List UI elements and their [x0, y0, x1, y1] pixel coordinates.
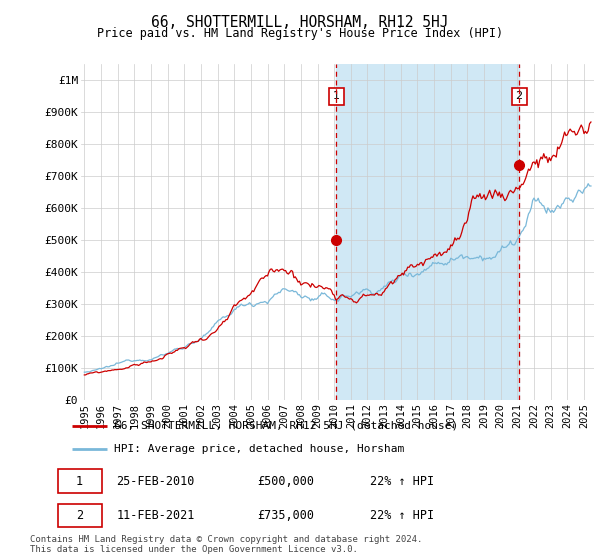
- Text: HPI: Average price, detached house, Horsham: HPI: Average price, detached house, Hors…: [114, 445, 404, 454]
- FancyBboxPatch shape: [58, 504, 102, 528]
- Text: 2: 2: [76, 509, 83, 522]
- Text: £735,000: £735,000: [257, 509, 314, 522]
- Text: 11-FEB-2021: 11-FEB-2021: [116, 509, 195, 522]
- FancyBboxPatch shape: [58, 469, 102, 493]
- Text: 1: 1: [332, 91, 340, 101]
- Bar: [336, 64, 519, 400]
- Text: Price paid vs. HM Land Registry's House Price Index (HPI): Price paid vs. HM Land Registry's House …: [97, 27, 503, 40]
- Text: 22% ↑ HPI: 22% ↑ HPI: [370, 475, 434, 488]
- Text: 22% ↑ HPI: 22% ↑ HPI: [370, 509, 434, 522]
- Text: 66, SHOTTERMILL, HORSHAM, RH12 5HJ (detached house): 66, SHOTTERMILL, HORSHAM, RH12 5HJ (deta…: [114, 421, 458, 431]
- Text: £500,000: £500,000: [257, 475, 314, 488]
- Text: Contains HM Land Registry data © Crown copyright and database right 2024.
This d: Contains HM Land Registry data © Crown c…: [30, 535, 422, 554]
- Text: 2: 2: [515, 91, 523, 101]
- Text: 25-FEB-2010: 25-FEB-2010: [116, 475, 195, 488]
- Text: 1: 1: [76, 475, 83, 488]
- Text: 66, SHOTTERMILL, HORSHAM, RH12 5HJ: 66, SHOTTERMILL, HORSHAM, RH12 5HJ: [151, 15, 449, 30]
